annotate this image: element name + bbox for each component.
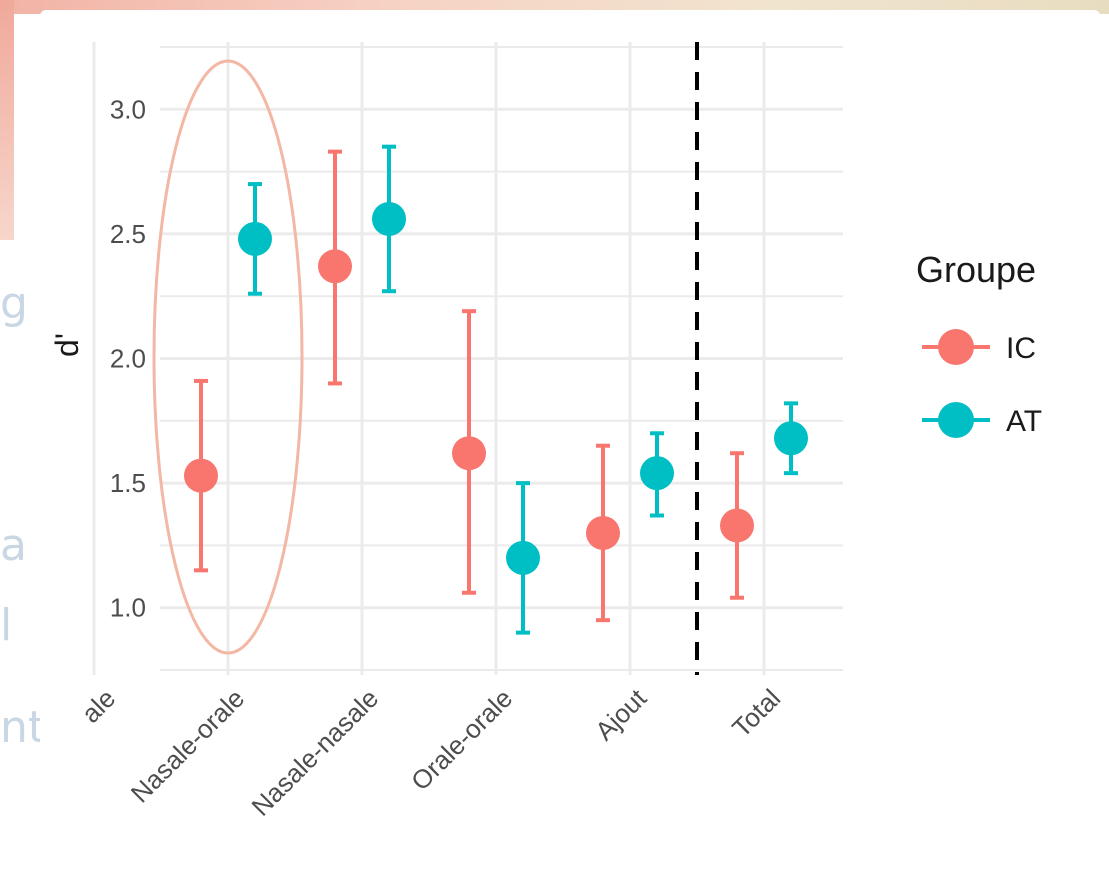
legend-key-ic	[938, 329, 974, 365]
legend-label-ic: IC	[1006, 332, 1036, 365]
point-ic	[720, 508, 754, 542]
y-axis-title: d'	[49, 333, 85, 357]
point-ic	[452, 436, 486, 470]
y-tick-label: 1.0	[110, 593, 146, 623]
legend-label-at: AT	[1006, 405, 1042, 438]
y-tick-label: 3.0	[110, 94, 146, 124]
point-at	[774, 421, 808, 455]
legend-key-at	[938, 402, 974, 438]
point-ic	[184, 459, 218, 493]
point-at	[238, 222, 272, 256]
y-tick-label: 2.5	[110, 219, 146, 249]
point-at	[372, 202, 406, 236]
legend-title: Groupe	[916, 249, 1036, 290]
y-tick-label: 2.0	[110, 344, 146, 374]
point-ic	[318, 249, 352, 283]
y-tick-label: 1.5	[110, 468, 146, 498]
point-ic	[586, 516, 620, 550]
point-at	[640, 456, 674, 490]
point-at	[506, 541, 540, 575]
